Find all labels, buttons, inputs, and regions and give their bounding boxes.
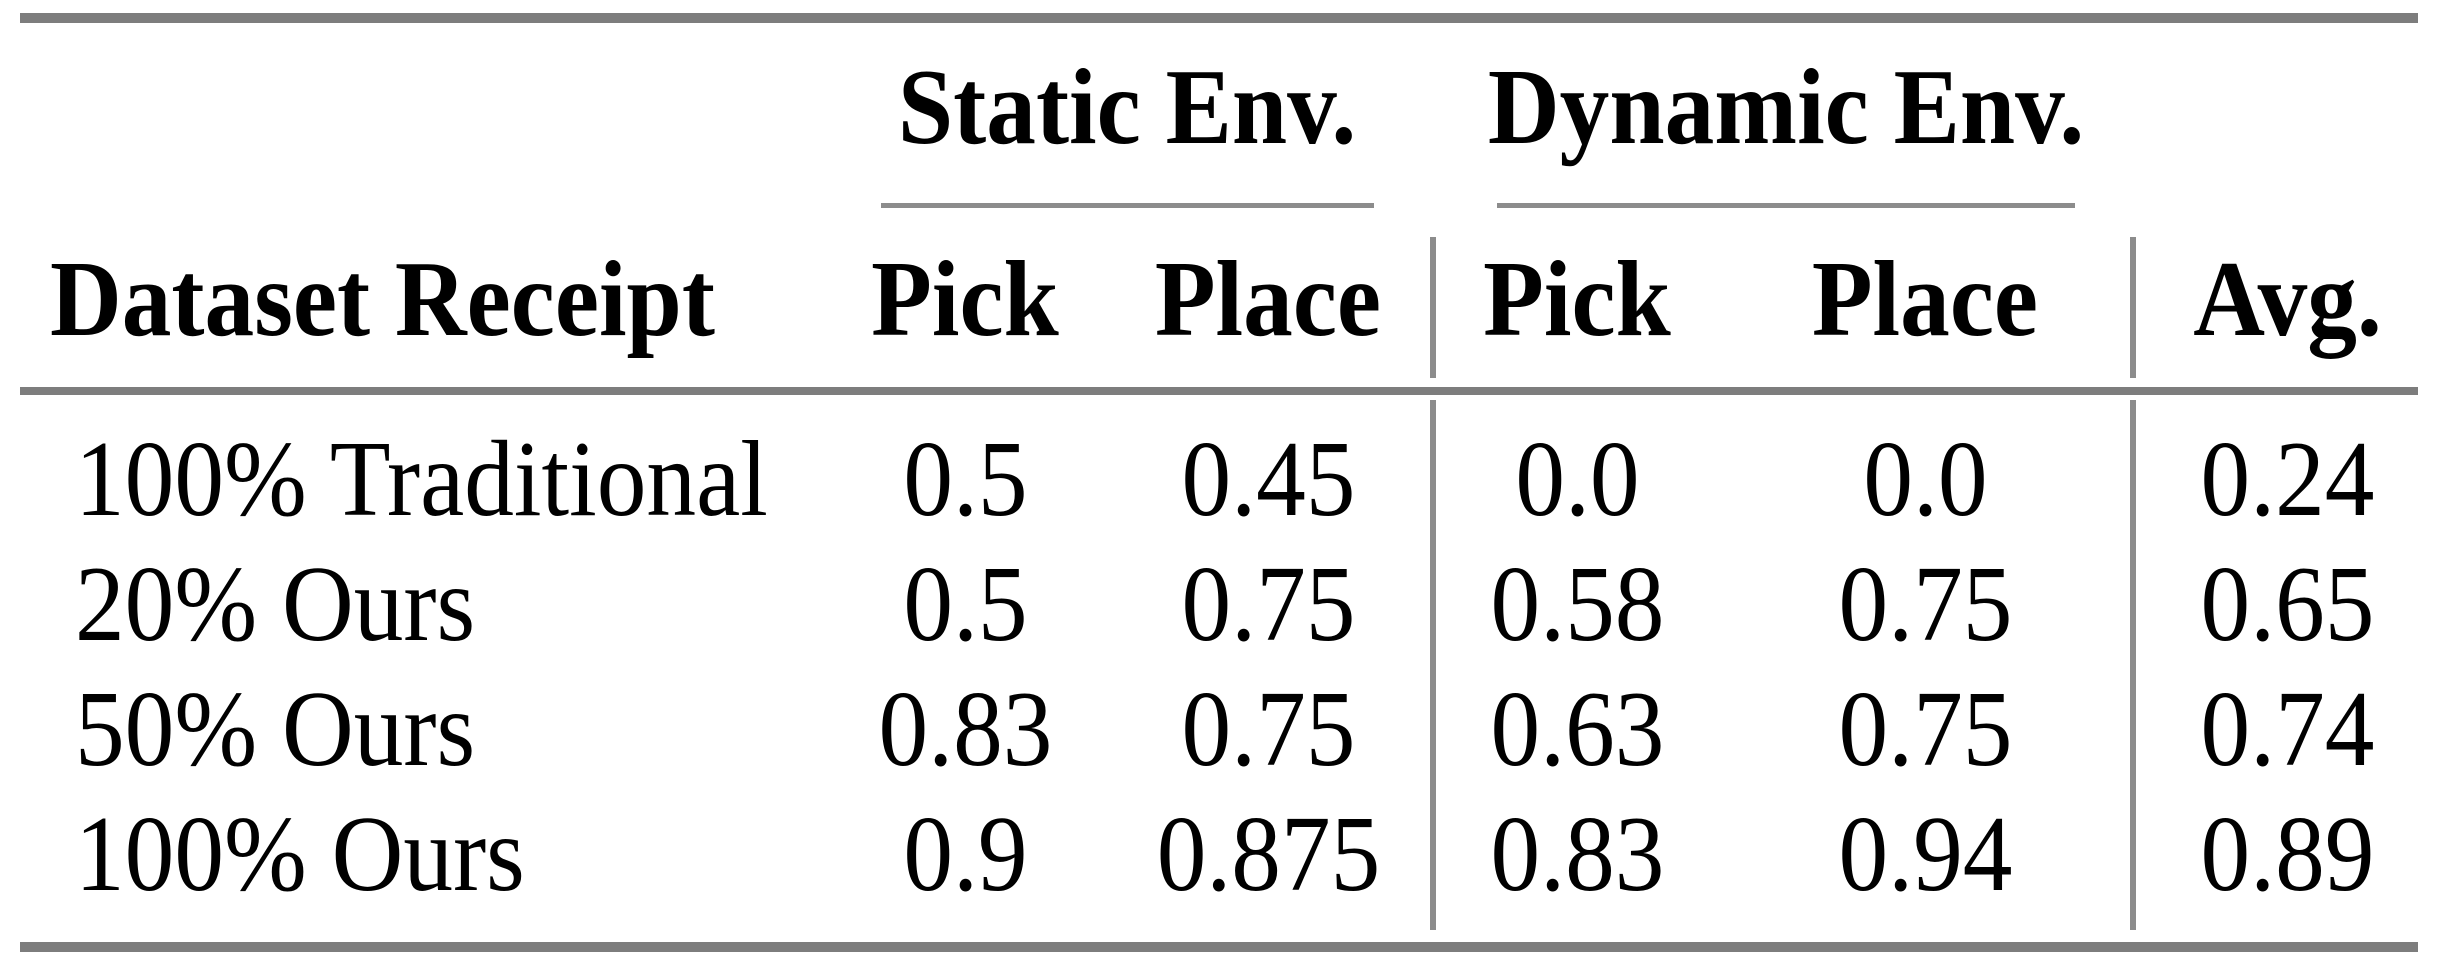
- cell-value: 0.65: [2200, 544, 2374, 664]
- vertical-rule-dynamic-avg-body: [2130, 400, 2136, 930]
- column-header-static-pick: Pick: [815, 240, 1115, 360]
- column-header-label: Place: [1811, 240, 2039, 359]
- cell-value: 0.94: [1838, 794, 2012, 914]
- cell-value: 0.75: [1838, 544, 2012, 664]
- column-header-label: Place: [1154, 240, 1382, 359]
- column-header-label: Pick: [1483, 240, 1671, 359]
- group-header-label: Dynamic Env.: [1487, 48, 2085, 167]
- table-row-label: 100% Ours: [75, 792, 875, 917]
- cell-value: 0.9: [902, 794, 1028, 914]
- table-cell: 0.5: [815, 542, 1115, 667]
- table-cell: 0.75: [1775, 542, 2075, 667]
- table-cell: 0.75: [1118, 667, 1418, 792]
- row-label: 100% Ours: [75, 794, 525, 914]
- row-label: 100% Traditional: [75, 419, 768, 539]
- cell-value: 0.58: [1490, 544, 1664, 664]
- table-row-label: 100% Traditional: [75, 417, 875, 542]
- cell-value: 0.83: [878, 669, 1052, 789]
- table-cell: 0.74: [2137, 667, 2437, 792]
- row-label: 20% Ours: [75, 544, 476, 664]
- table-cell: 0.5: [815, 417, 1115, 542]
- table-cell: 0.83: [1427, 792, 1727, 917]
- vertical-rule-static-dynamic-body: [1430, 400, 1436, 930]
- cell-value: 0.45: [1181, 419, 1355, 539]
- vertical-rule-dynamic-avg-header: [2130, 237, 2136, 378]
- cell-value: 0.24: [2200, 419, 2374, 539]
- column-header-label: Dataset Receipt: [50, 240, 715, 359]
- cell-value: 0.74: [2200, 669, 2374, 789]
- table-cell: 0.58: [1427, 542, 1727, 667]
- cell-value: 0.0: [1862, 419, 1988, 539]
- bottom-rule: [20, 942, 2418, 952]
- cell-value: 0.63: [1490, 669, 1664, 789]
- table-cell: 0.94: [1775, 792, 2075, 917]
- dynamic-env-underline-rule: [1497, 203, 2075, 208]
- table-cell: 0.89: [2137, 792, 2437, 917]
- header-divider-rule: [20, 387, 2418, 395]
- table-cell: 0.9: [815, 792, 1115, 917]
- cell-value: 0.5: [902, 544, 1028, 664]
- group-header-static-env: Static Env.: [881, 52, 1374, 164]
- top-rule: [20, 13, 2418, 23]
- table-cell: 0.75: [1775, 667, 2075, 792]
- table-cell: 0.875: [1118, 792, 1418, 917]
- cell-value: 0.83: [1490, 794, 1664, 914]
- cell-value: 0.75: [1838, 669, 2012, 789]
- column-header-dynamic-place: Place: [1775, 240, 2075, 360]
- table-cell: 0.63: [1427, 667, 1727, 792]
- cell-value: 0.75: [1181, 669, 1355, 789]
- column-header-dataset-receipt: Dataset Receipt: [50, 240, 890, 360]
- column-header-static-place: Place: [1118, 240, 1418, 360]
- cell-value: 0.5: [902, 419, 1028, 539]
- table-row-label: 50% Ours: [75, 667, 875, 792]
- table-cell: 0.24: [2137, 417, 2437, 542]
- column-header-dynamic-pick: Pick: [1427, 240, 1727, 360]
- table-cell: 0.0: [1775, 417, 2075, 542]
- cell-value: 0.875: [1156, 794, 1380, 914]
- column-header-avg: Avg.: [2137, 240, 2437, 360]
- group-header-dynamic-env: Dynamic Env.: [1488, 52, 2084, 164]
- table-row-label: 20% Ours: [75, 542, 875, 667]
- cell-value: 0.89: [2200, 794, 2374, 914]
- group-header-label: Static Env.: [898, 48, 1357, 167]
- column-header-label: Avg.: [2192, 240, 2382, 359]
- cell-value: 0.75: [1181, 544, 1355, 664]
- column-header-label: Pick: [871, 240, 1059, 359]
- table-cell: 0.83: [815, 667, 1115, 792]
- table-cell: 0.75: [1118, 542, 1418, 667]
- static-env-underline-rule: [881, 203, 1374, 208]
- table-cell: 0.65: [2137, 542, 2437, 667]
- cell-value: 0.0: [1514, 419, 1640, 539]
- table-cell: 0.45: [1118, 417, 1418, 542]
- vertical-rule-static-dynamic-header: [1430, 237, 1436, 378]
- row-label: 50% Ours: [75, 669, 476, 789]
- table-cell: 0.0: [1427, 417, 1727, 542]
